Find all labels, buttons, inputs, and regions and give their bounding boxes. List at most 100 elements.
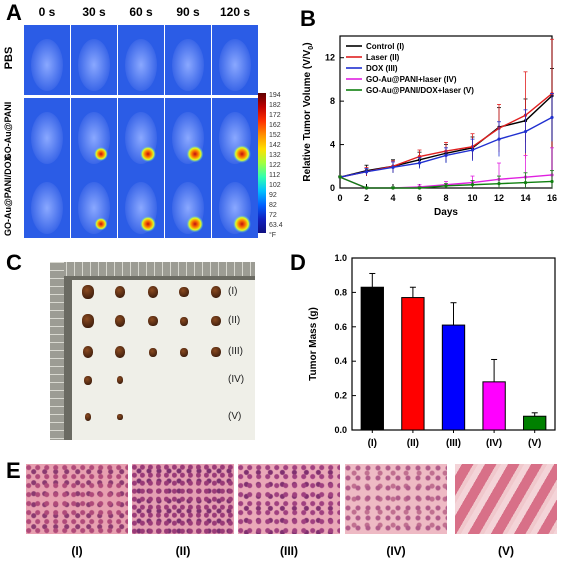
thermal-image bbox=[24, 98, 70, 168]
tumor-specimen bbox=[210, 286, 222, 298]
tumor-mass-chart: 0.0 0.2 0.4 0.6 0.8 1.0 Tumor Mass (g) (I) (II) (… bbox=[308, 253, 556, 449]
y-tick-label: 0.0 bbox=[334, 425, 347, 435]
tumor-hotspot bbox=[140, 146, 156, 162]
mouse-body bbox=[31, 182, 63, 234]
tumor-specimen bbox=[84, 375, 92, 385]
bar bbox=[441, 324, 466, 431]
legend-label: DOX (III) bbox=[366, 64, 398, 73]
thermal-image bbox=[212, 168, 258, 238]
tumor-specimen bbox=[116, 376, 124, 384]
tumor-specimen bbox=[180, 347, 188, 357]
mouse-silhouette bbox=[31, 39, 63, 91]
time-label: 0 s bbox=[38, 5, 56, 19]
paper-background bbox=[72, 280, 255, 440]
mouse-silhouette bbox=[78, 112, 110, 164]
mouse-silhouette bbox=[172, 182, 204, 234]
legend-label: Laser (II) bbox=[366, 53, 400, 62]
time-label: 30 s bbox=[82, 5, 106, 19]
panel-b-letter: B bbox=[300, 6, 316, 31]
y-tick-label: 0 bbox=[330, 183, 335, 193]
data-point bbox=[364, 186, 369, 190]
x-tick-label: 4 bbox=[390, 193, 395, 203]
tumor-hotspot bbox=[233, 215, 251, 233]
tumor-hotspot bbox=[186, 145, 204, 163]
thermal-image bbox=[165, 98, 211, 168]
histology-label: (II) bbox=[175, 544, 191, 558]
x-tick-label: (II) bbox=[407, 438, 419, 449]
tumor-specimen bbox=[114, 286, 126, 298]
group-label: (I) bbox=[228, 286, 238, 297]
legend-label: Control (I) bbox=[366, 42, 405, 51]
ruler-left bbox=[50, 262, 64, 440]
mouse-silhouette bbox=[31, 112, 63, 164]
tumor-specimen bbox=[82, 346, 94, 358]
time-label: 90 s bbox=[176, 5, 200, 19]
y-tick-label: 0.2 bbox=[334, 391, 347, 401]
group-label: (V) bbox=[228, 411, 242, 422]
mouse-silhouette bbox=[125, 182, 157, 234]
y-axis-label: Tumor Mass (g) bbox=[308, 307, 319, 381]
mouse-silhouette bbox=[172, 112, 204, 164]
x-tick-label: 12 bbox=[494, 193, 504, 203]
tumor-specimen bbox=[84, 413, 92, 421]
data-point bbox=[391, 186, 395, 190]
tumor-hotspot bbox=[94, 147, 108, 161]
x-tick-label: 2 bbox=[364, 193, 369, 203]
mouse-silhouette bbox=[219, 182, 251, 234]
time-label: 60 s bbox=[129, 5, 153, 19]
thermal-image bbox=[165, 25, 211, 95]
mouse-silhouette bbox=[219, 112, 251, 164]
panel-c-letter: C bbox=[6, 250, 22, 275]
legend-label: GO-Au@PANI/DOX+laser (V) bbox=[366, 86, 474, 95]
group-label: (IV) bbox=[228, 374, 245, 385]
tumor-specimen bbox=[149, 347, 157, 357]
row-label: PBS bbox=[3, 46, 15, 70]
tumor-specimen bbox=[179, 286, 189, 298]
thermal-image bbox=[71, 168, 117, 238]
y-tick-label: 12 bbox=[325, 53, 335, 63]
mouse-silhouette bbox=[125, 112, 157, 164]
x-tick-label: (V) bbox=[528, 438, 541, 449]
tumor-specimen bbox=[180, 316, 188, 326]
colorbar-tick-label: 112 bbox=[269, 172, 281, 179]
data-point bbox=[523, 180, 528, 185]
x-axis-label: Days bbox=[434, 207, 458, 218]
x-tick-label: (IV) bbox=[486, 438, 502, 449]
colorbar-tick-label: 92 bbox=[269, 192, 277, 199]
data-point bbox=[470, 148, 475, 152]
x-tick-label: (III) bbox=[446, 438, 461, 449]
bar bbox=[482, 381, 506, 431]
mouse-silhouette bbox=[78, 182, 110, 234]
data-point bbox=[497, 182, 501, 186]
colorbar-tick-label: 102 bbox=[269, 182, 281, 189]
group-label: (II) bbox=[228, 315, 241, 326]
tumor-hotspot bbox=[233, 145, 251, 163]
thermal-image bbox=[212, 25, 258, 95]
tumor-hotspot bbox=[94, 217, 108, 231]
histology-label: (I) bbox=[71, 544, 83, 558]
ruler-top bbox=[50, 262, 255, 276]
histology-label: (III) bbox=[280, 544, 298, 558]
x-tick-label: 10 bbox=[467, 193, 477, 203]
mouse-silhouette bbox=[78, 39, 110, 91]
data-point bbox=[444, 184, 448, 188]
group-label: (III) bbox=[228, 346, 243, 357]
data-point bbox=[391, 165, 395, 169]
y-tick-label: 8 bbox=[330, 96, 335, 106]
y-tick-label: 0.6 bbox=[334, 322, 347, 332]
series-line bbox=[339, 95, 553, 178]
bar bbox=[523, 415, 547, 431]
tumor-photo: (I) (II) (III) (IV) (V) bbox=[50, 262, 255, 440]
mouse-body bbox=[31, 39, 63, 91]
colorbar-tick-label: 162 bbox=[269, 122, 281, 129]
thermal-image bbox=[118, 168, 164, 238]
mouse-body bbox=[125, 39, 157, 91]
thermal-image bbox=[118, 98, 164, 168]
mouse-silhouette bbox=[31, 182, 63, 234]
y-tick-label: 4 bbox=[330, 140, 335, 150]
bar bbox=[360, 286, 384, 431]
mouse-silhouette bbox=[172, 39, 204, 91]
tumor-specimen bbox=[147, 286, 159, 298]
time-label: 120 s bbox=[219, 5, 251, 19]
tumor-specimen bbox=[82, 285, 94, 299]
